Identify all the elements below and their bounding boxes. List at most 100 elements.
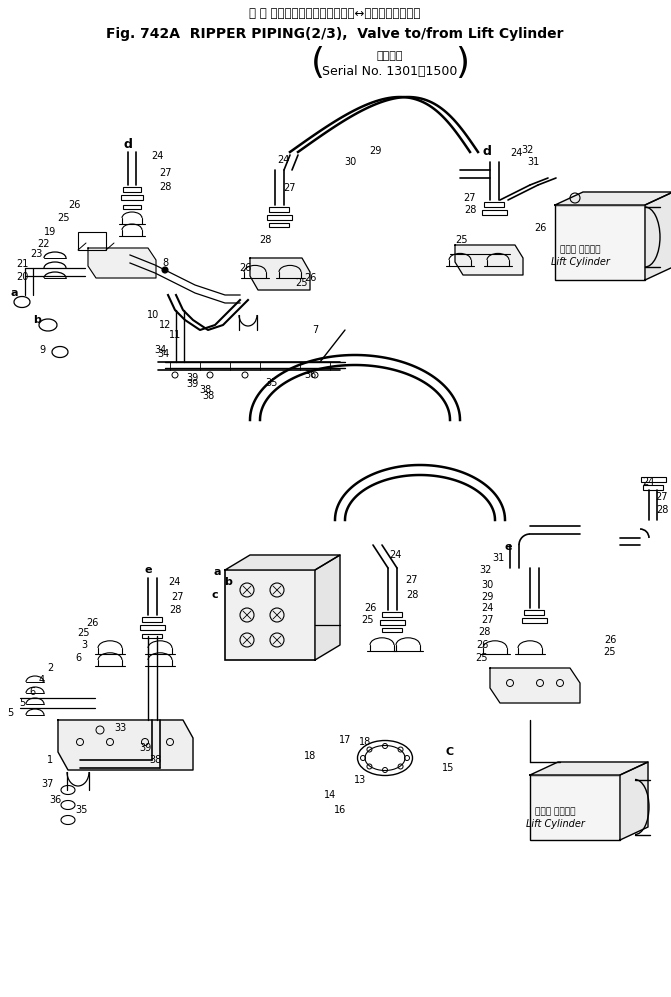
Text: 33: 33: [114, 723, 126, 733]
Text: 25: 25: [58, 213, 70, 223]
Text: 24: 24: [481, 603, 493, 613]
Text: 27: 27: [656, 492, 668, 502]
Text: 23: 23: [30, 249, 42, 259]
Text: 37: 37: [42, 779, 54, 789]
Text: b: b: [33, 315, 41, 325]
Text: Lift Cylinder: Lift Cylinder: [525, 819, 584, 829]
Bar: [78, 232, 106, 250]
Text: 22: 22: [38, 239, 50, 249]
Text: 39: 39: [186, 379, 198, 389]
Text: 26: 26: [68, 200, 81, 210]
Text: 10: 10: [147, 310, 159, 320]
Bar: [482, 210, 507, 215]
Text: リフト シリンダ: リフト シリンダ: [535, 808, 575, 817]
Text: 18: 18: [304, 751, 316, 761]
Bar: [123, 205, 141, 209]
Text: 4: 4: [39, 675, 45, 685]
Text: 24: 24: [168, 577, 180, 587]
Text: 14: 14: [324, 790, 336, 800]
Text: 6: 6: [75, 653, 81, 663]
Bar: [522, 618, 547, 623]
Bar: [142, 617, 162, 622]
Polygon shape: [645, 192, 671, 280]
Bar: [524, 610, 544, 615]
Text: 26: 26: [364, 603, 376, 613]
Text: 25: 25: [456, 235, 468, 245]
Bar: [269, 223, 289, 227]
Text: 9: 9: [39, 345, 45, 355]
Text: 26: 26: [534, 223, 546, 233]
Text: 5: 5: [19, 698, 25, 708]
Bar: [643, 485, 663, 490]
Text: 32: 32: [521, 145, 533, 155]
Bar: [142, 634, 162, 638]
Text: 32: 32: [479, 565, 491, 575]
Text: 35: 35: [266, 378, 278, 388]
Text: Serial No. 1301～1500: Serial No. 1301～1500: [322, 66, 458, 79]
Text: b: b: [224, 577, 232, 587]
Text: (: (: [311, 46, 325, 80]
Bar: [382, 628, 402, 632]
Bar: [484, 202, 504, 207]
Text: 38: 38: [199, 385, 211, 395]
Text: 28: 28: [478, 627, 491, 637]
Text: 31: 31: [527, 157, 539, 167]
Text: 25: 25: [476, 653, 488, 663]
Bar: [380, 620, 405, 625]
Text: 26: 26: [86, 618, 98, 628]
Text: 2: 2: [47, 663, 53, 673]
Text: 27: 27: [480, 615, 493, 625]
Text: 25: 25: [604, 647, 616, 657]
Text: リフト シリンダ: リフト シリンダ: [560, 245, 601, 254]
Bar: [225, 570, 315, 660]
Text: a: a: [213, 567, 221, 577]
Text: 15: 15: [442, 763, 454, 773]
Text: d: d: [123, 139, 132, 152]
Text: 34: 34: [154, 345, 166, 355]
Text: 19: 19: [44, 227, 56, 237]
Text: 39: 39: [139, 743, 151, 753]
Text: 24: 24: [277, 155, 289, 165]
Text: 11: 11: [169, 330, 181, 340]
Text: 27: 27: [282, 183, 295, 193]
Text: 24: 24: [389, 550, 401, 560]
Text: 1: 1: [47, 755, 53, 765]
Polygon shape: [530, 762, 648, 775]
Text: 38: 38: [202, 391, 214, 401]
Text: 18: 18: [359, 737, 371, 747]
Text: 39: 39: [186, 373, 198, 383]
Bar: [267, 215, 292, 220]
Text: 27: 27: [464, 193, 476, 203]
Text: d: d: [482, 146, 491, 159]
Text: 34: 34: [157, 349, 169, 359]
Polygon shape: [315, 555, 340, 660]
Text: 36: 36: [304, 370, 316, 380]
Text: c: c: [211, 590, 218, 600]
Text: 13: 13: [354, 775, 366, 785]
Circle shape: [162, 267, 168, 273]
Text: e: e: [504, 542, 512, 552]
Bar: [555, 205, 645, 280]
Text: 24: 24: [510, 148, 522, 158]
Text: 24: 24: [151, 151, 163, 161]
Text: 29: 29: [369, 146, 381, 156]
Text: C: C: [446, 747, 454, 757]
Polygon shape: [555, 192, 671, 205]
Bar: [123, 187, 141, 192]
Text: 12: 12: [159, 320, 171, 330]
Bar: [140, 625, 165, 630]
Polygon shape: [225, 555, 340, 570]
Bar: [382, 612, 402, 617]
Text: 31: 31: [492, 553, 504, 563]
Text: a: a: [10, 288, 17, 298]
Polygon shape: [250, 258, 310, 290]
Text: 5: 5: [7, 708, 13, 718]
Text: 28: 28: [406, 590, 418, 600]
Text: 28: 28: [169, 605, 181, 615]
Text: 17: 17: [339, 735, 351, 745]
Text: 28: 28: [656, 505, 668, 515]
Polygon shape: [620, 762, 648, 840]
Text: 27: 27: [159, 168, 171, 178]
Text: Lift Cylinder: Lift Cylinder: [551, 257, 609, 267]
Text: 26: 26: [239, 263, 251, 273]
